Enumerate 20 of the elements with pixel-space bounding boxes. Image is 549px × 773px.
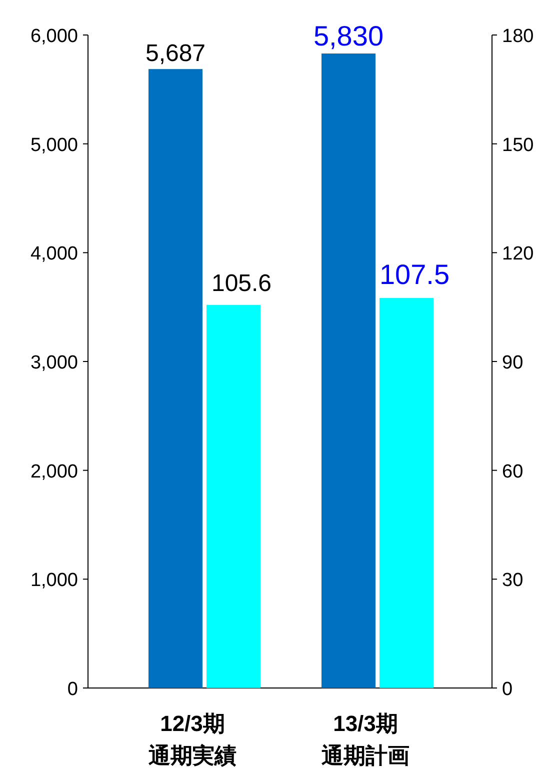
y-tick-label: 1,000 (30, 570, 78, 592)
y-tick-label: 5,000 (30, 134, 78, 156)
text: 5,687 (145, 40, 206, 68)
y-tick-label: 0 (67, 679, 78, 700)
text: 107.5 (379, 259, 450, 290)
x-tick-label: 12/3期通期実績 (148, 710, 238, 770)
y2-tick-label: 150 (502, 134, 534, 156)
y2-tick-label: 90 (502, 352, 524, 374)
y2-tick-label: 180 (502, 26, 534, 47)
y2-tick-label: 60 (502, 461, 524, 482)
text: 5,830 (313, 20, 384, 52)
y2-tick-label: 30 (502, 570, 524, 592)
text: 105.6 (211, 270, 272, 297)
y-tick-label: 4,000 (30, 244, 78, 265)
y-tick-label: 6,000 (30, 26, 78, 47)
y-tick-label: 2,000 (30, 461, 78, 482)
x-tick-label: 13/3期通期計画 (320, 710, 410, 770)
y-tick-label: 3,000 (30, 352, 78, 374)
y2-tick-label: 120 (502, 244, 534, 265)
y2-tick-label: 0 (502, 679, 513, 700)
